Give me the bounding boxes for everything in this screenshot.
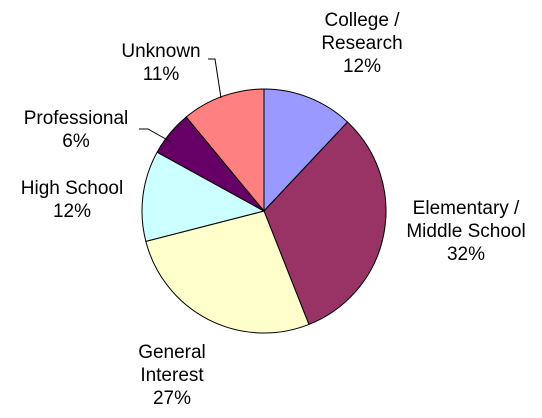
- slice-name-label: Elementary /: [413, 198, 520, 219]
- slice-name-label: Interest: [140, 365, 204, 386]
- pie-slice-3: [145, 210, 310, 334]
- pie-slice-2: [263, 121, 387, 326]
- slice-label-5: Professional 6%: [24, 108, 129, 152]
- slice-name-label: Unknown: [121, 41, 200, 62]
- slice-label-2: Elementary / Middle School 32%: [406, 198, 525, 265]
- slice-name-label: High School: [21, 178, 123, 199]
- leader-lines: [139, 58, 222, 143]
- pie-slices: [141, 88, 387, 334]
- slice-label-6: Unknown 11%: [121, 41, 200, 85]
- slice-percent-label: 12%: [343, 56, 381, 77]
- slice-name-label: Research: [321, 33, 402, 54]
- slice-name-label: General: [138, 342, 206, 363]
- slice-percent-label: 32%: [447, 244, 485, 265]
- slice-label-1: College / Research 12%: [321, 10, 402, 77]
- slice-percent-label: 6%: [62, 131, 90, 152]
- slice-percent-label: 12%: [53, 201, 91, 222]
- pie-slice-6: [185, 88, 265, 213]
- slice-name-label: Middle School: [406, 221, 525, 242]
- slice-name-label: Professional: [24, 108, 129, 129]
- slice-labels: College / Research 12%Elementary / Middle S…: [21, 10, 526, 409]
- leader-line-5: [139, 128, 172, 143]
- slice-label-4: High School 12%: [21, 178, 123, 222]
- slice-percent-label: 11%: [143, 64, 180, 85]
- pie-slice-4: [141, 151, 266, 242]
- pie-slice-1: [263, 88, 349, 213]
- slice-label-3: General Interest 27%: [138, 342, 206, 409]
- leader-line-6: [208, 58, 222, 99]
- slice-name-label: College /: [325, 10, 401, 31]
- slice-percent-label: 27%: [153, 388, 191, 409]
